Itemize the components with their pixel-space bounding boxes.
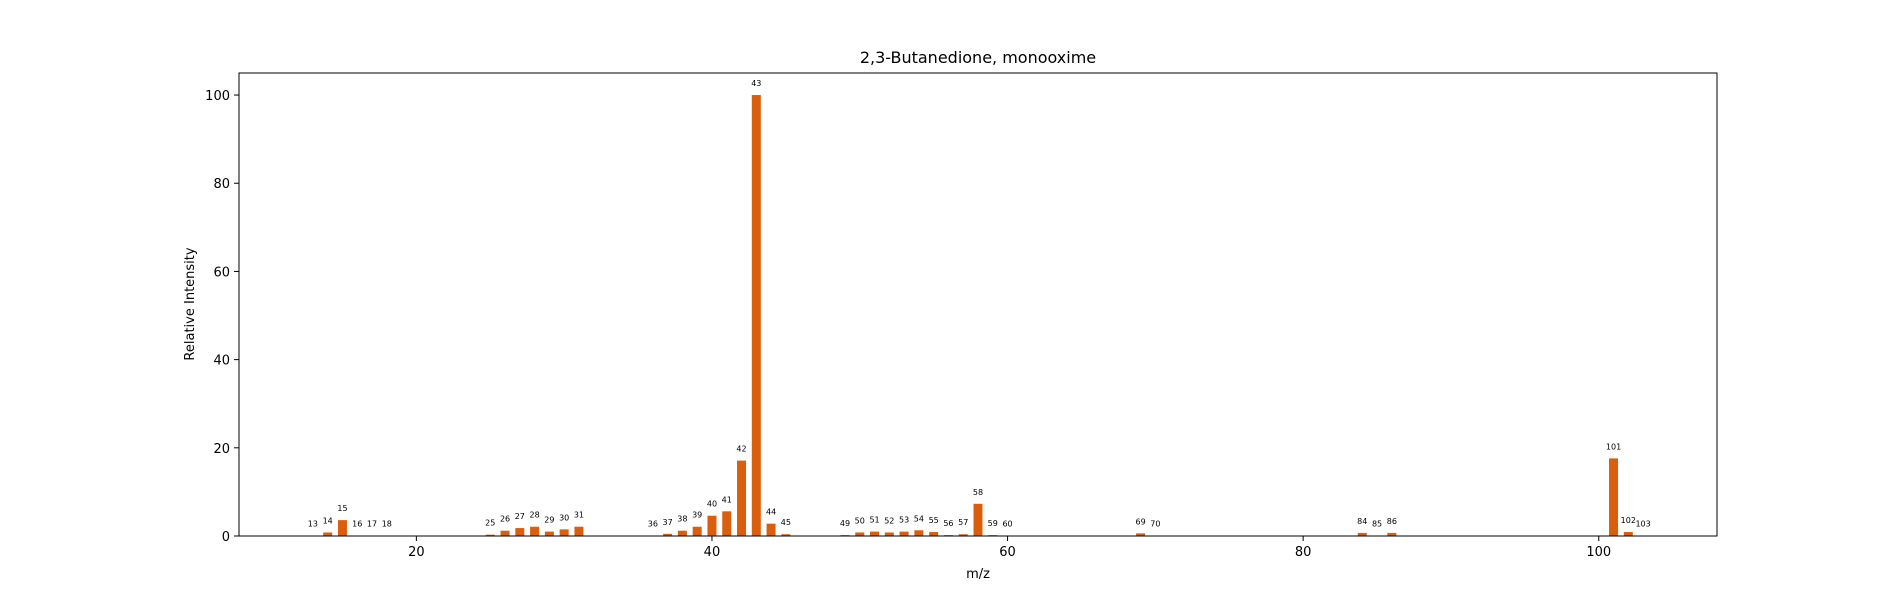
bar-mz-37 <box>663 533 673 536</box>
y-tick-label-20: 20 <box>213 442 230 457</box>
bar-mz-101 <box>1609 458 1619 536</box>
bar-mz-15 <box>337 520 347 536</box>
bar-label-mz-86: 86 <box>1387 517 1397 526</box>
x-tick-label-80: 80 <box>1295 545 1312 560</box>
y-tick-label-100: 100 <box>205 89 230 104</box>
chart-title: 2,3-Butanedione, monooxime <box>860 48 1096 67</box>
bar-label-mz-18: 18 <box>382 520 392 529</box>
bar-label-mz-30: 30 <box>559 513 569 522</box>
bar-mz-84 <box>1357 532 1367 536</box>
x-tick-label-100: 100 <box>1586 545 1611 560</box>
bar-label-mz-59: 59 <box>988 519 998 528</box>
bar-label-mz-45: 45 <box>781 518 791 527</box>
x-tick-label-60: 60 <box>999 545 1016 560</box>
bar-label-mz-37: 37 <box>663 518 673 527</box>
bar-label-mz-16: 16 <box>352 520 362 529</box>
bar-mz-41 <box>722 511 732 536</box>
bar-label-mz-26: 26 <box>500 515 510 524</box>
bar-label-mz-84: 84 <box>1357 517 1367 526</box>
y-tick-label-80: 80 <box>213 177 230 192</box>
bar-label-mz-25: 25 <box>485 519 495 528</box>
bar-mz-38 <box>677 530 687 536</box>
bar-label-mz-29: 29 <box>544 516 554 525</box>
bar-mz-69 <box>1136 533 1146 536</box>
bar-label-mz-102: 102 <box>1621 516 1636 525</box>
bar-label-mz-54: 54 <box>914 514 924 523</box>
bar-mz-39 <box>692 526 702 536</box>
bar-label-mz-31: 31 <box>574 511 584 520</box>
bar-label-mz-36: 36 <box>648 520 658 529</box>
bar-mz-51 <box>870 531 880 536</box>
bar-mz-54 <box>914 530 924 536</box>
x-axis-label: m/z <box>966 567 990 582</box>
bar-label-mz-40: 40 <box>707 500 717 509</box>
bar-mz-44 <box>766 523 776 536</box>
bar-label-mz-57: 57 <box>958 518 968 527</box>
bar-mz-27 <box>515 528 525 536</box>
x-tick-label-40: 40 <box>704 545 721 560</box>
bar-label-mz-55: 55 <box>929 516 939 525</box>
bar-mz-45 <box>781 534 791 536</box>
bar-labels-group: 13 14 15 16 17 18 25 26 27 28 29 30 31 36 37 38 39 40 41 42… <box>308 79 1651 529</box>
bar-mz-40 <box>707 515 717 536</box>
bar-label-mz-103: 103 <box>1635 520 1650 529</box>
x-tick-label-20: 20 <box>408 545 425 560</box>
bar-label-mz-17: 17 <box>367 520 377 529</box>
bar-label-mz-44: 44 <box>766 508 776 517</box>
bar-label-mz-13: 13 <box>308 520 318 529</box>
bar-label-mz-51: 51 <box>869 516 879 525</box>
bar-mz-25 <box>485 534 495 536</box>
bar-mz-14 <box>323 532 333 536</box>
bar-label-mz-60: 60 <box>1002 520 1012 529</box>
bar-mz-58 <box>973 503 983 536</box>
bar-label-mz-85: 85 <box>1372 520 1382 529</box>
bars-group <box>308 95 1648 537</box>
bar-mz-29 <box>544 531 554 536</box>
bar-label-mz-15: 15 <box>337 504 347 513</box>
bar-label-mz-41: 41 <box>722 495 732 504</box>
bar-label-mz-42: 42 <box>736 445 746 454</box>
bar-mz-43 <box>751 95 761 537</box>
bar-label-mz-39: 39 <box>692 511 702 520</box>
bar-mz-30 <box>559 529 569 536</box>
y-axis-label: Relative Intensity <box>183 247 198 360</box>
bar-mz-55 <box>929 532 939 536</box>
bar-mz-86 <box>1387 532 1397 536</box>
bar-mz-31 <box>574 526 584 536</box>
bar-label-mz-53: 53 <box>899 516 909 525</box>
bar-label-mz-28: 28 <box>530 511 540 520</box>
bar-mz-52 <box>884 532 894 536</box>
bar-label-mz-52: 52 <box>884 516 894 525</box>
bar-label-mz-49: 49 <box>840 519 850 528</box>
bar-mz-26 <box>500 530 510 536</box>
y-tick-label-40: 40 <box>213 354 230 369</box>
bar-mz-53 <box>899 531 909 536</box>
bar-mz-57 <box>958 534 968 536</box>
bar-mz-102 <box>1623 532 1633 536</box>
plot-frame <box>238 72 1718 537</box>
bar-label-mz-69: 69 <box>1135 517 1145 526</box>
y-axis: 0 20 40 60 80 100 <box>205 89 239 545</box>
bar-label-mz-101: 101 <box>1606 442 1621 451</box>
bar-label-mz-14: 14 <box>323 516 333 525</box>
x-axis: 20 40 60 80 100 <box>408 536 1611 560</box>
bar-label-mz-56: 56 <box>943 519 953 528</box>
y-tick-label-60: 60 <box>213 265 230 280</box>
y-tick-label-0: 0 <box>222 530 230 545</box>
bar-label-mz-50: 50 <box>855 516 865 525</box>
bar-mz-42 <box>737 460 747 536</box>
bar-label-mz-27: 27 <box>515 512 525 521</box>
bar-label-mz-43: 43 <box>751 79 761 88</box>
bar-mz-50 <box>855 532 865 536</box>
bar-label-mz-70: 70 <box>1150 520 1160 529</box>
bar-label-mz-58: 58 <box>973 488 983 497</box>
bar-mz-28 <box>530 526 540 536</box>
bar-label-mz-38: 38 <box>677 515 687 524</box>
